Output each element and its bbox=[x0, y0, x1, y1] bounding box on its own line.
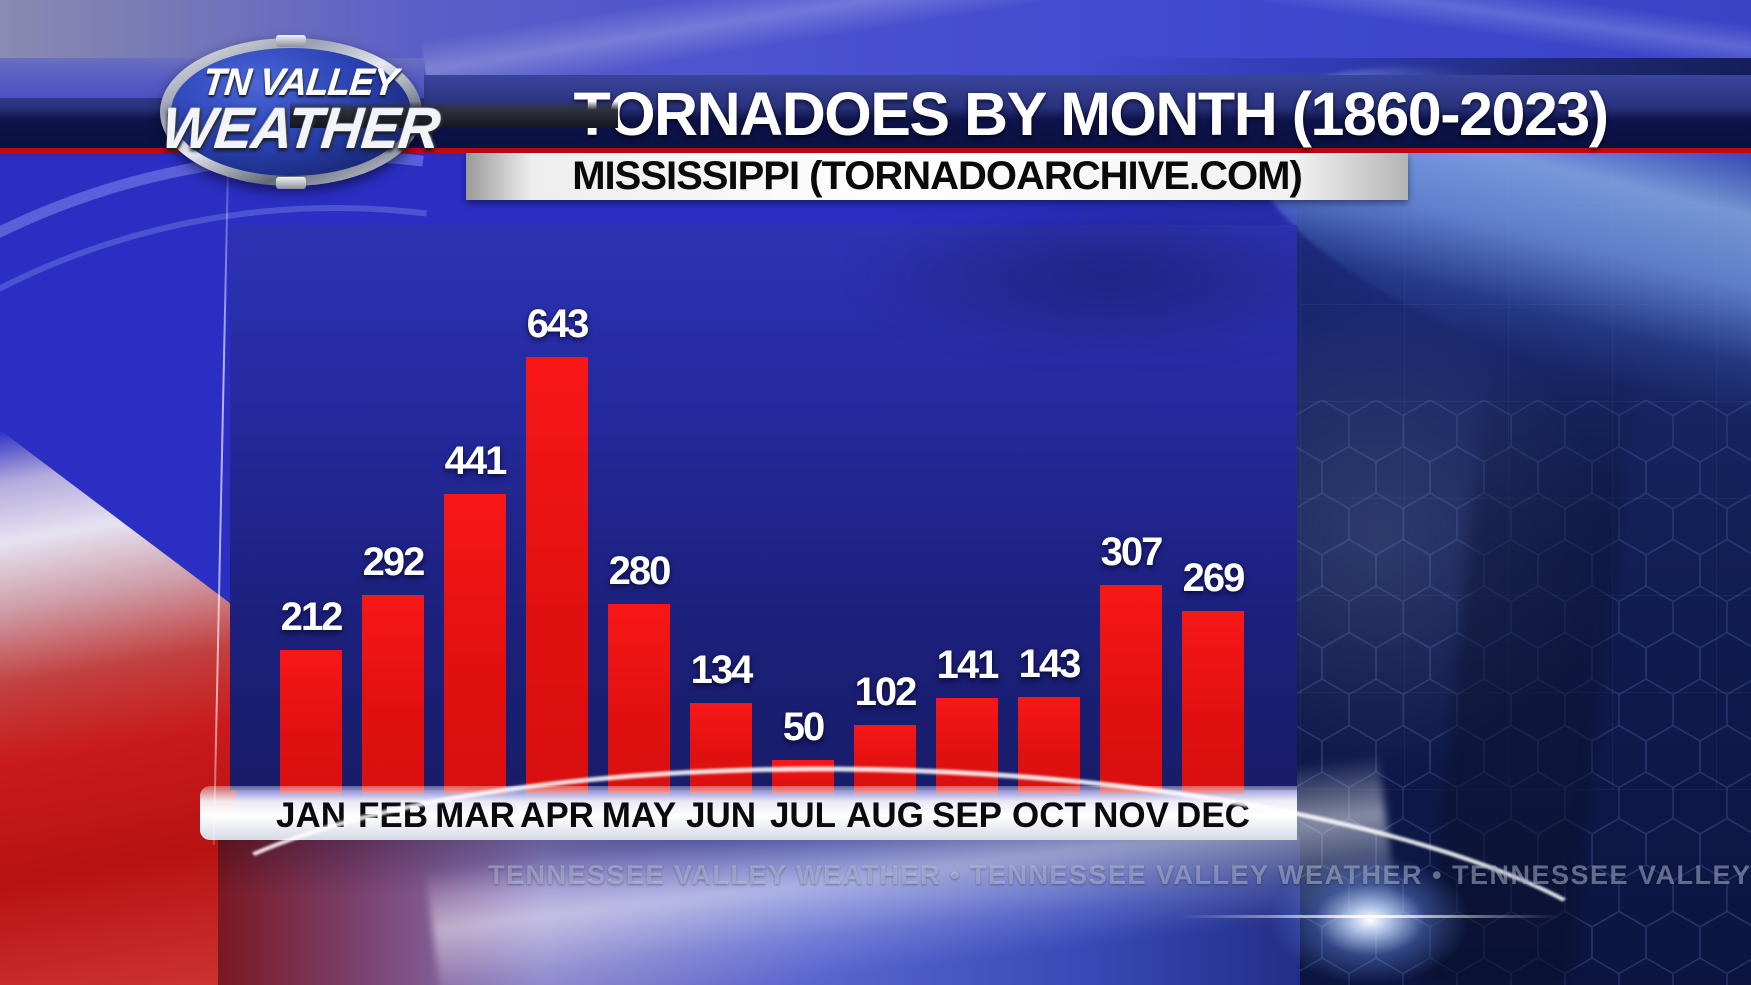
bar-value-label: 102 bbox=[854, 670, 918, 714]
bar-group-jun: 134 bbox=[690, 225, 753, 794]
panel-cloud bbox=[850, 195, 1370, 355]
bar-value-label: 307 bbox=[1100, 530, 1164, 574]
bar-group-dec: 269 bbox=[1182, 225, 1245, 794]
bar bbox=[1100, 585, 1162, 794]
bar-value-label: 141 bbox=[936, 643, 1000, 687]
month-label: AUG bbox=[846, 796, 924, 835]
bar-value-label: 143 bbox=[1018, 642, 1082, 686]
bar bbox=[526, 357, 588, 794]
bar bbox=[1182, 611, 1244, 794]
bar-value-label: 269 bbox=[1182, 556, 1246, 600]
month-label: FEB bbox=[358, 796, 428, 835]
month-label: OCT bbox=[1012, 796, 1086, 835]
bar bbox=[444, 494, 506, 794]
bar bbox=[280, 650, 342, 794]
bar bbox=[854, 725, 916, 794]
bar-value-label: 441 bbox=[444, 439, 508, 483]
logo-text-line2: WEATHER bbox=[158, 97, 443, 161]
bar-group-oct: 143 bbox=[1018, 225, 1081, 794]
logo-dark-bar bbox=[290, 102, 618, 128]
bar-group-sep: 141 bbox=[936, 225, 999, 794]
bar-value-label: 280 bbox=[608, 549, 672, 593]
month-label: JAN bbox=[275, 796, 347, 835]
subtitle-text: MISSISSIPPI (TORNADOARCHIVE.COM) bbox=[572, 154, 1303, 198]
bar-value-label: 50 bbox=[782, 705, 826, 749]
chart-panel: 212 292 441 643 280 134 50 102 141 143 307 269 bbox=[230, 195, 1370, 794]
month-label: APR bbox=[520, 796, 594, 835]
bar-value-label: 292 bbox=[362, 540, 426, 584]
bar bbox=[1018, 697, 1080, 794]
month-label: MAR bbox=[435, 796, 515, 835]
month-label: MAY bbox=[601, 796, 677, 835]
bar-group-aug: 102 bbox=[854, 225, 917, 794]
bar-value-label: 212 bbox=[280, 595, 344, 639]
month-label: DEC bbox=[1176, 796, 1250, 835]
month-label: NOV bbox=[1093, 796, 1169, 835]
bar-value-label: 643 bbox=[526, 302, 590, 346]
bar bbox=[690, 703, 752, 794]
bar-group-mar: 441 bbox=[444, 225, 507, 794]
bar bbox=[608, 604, 670, 794]
logo-top-tab bbox=[276, 35, 306, 47]
bar-group-jan: 212 bbox=[280, 225, 343, 794]
bar bbox=[936, 698, 998, 794]
lens-flare bbox=[1270, 855, 1470, 985]
bar bbox=[362, 595, 424, 794]
watermark-text: TENNESSEE VALLEY WEATHER • TENNESSEE VAL… bbox=[488, 860, 1751, 890]
bar-value-label: 134 bbox=[690, 648, 754, 692]
bars: 212 292 441 643 280 134 50 102 141 143 307 269 bbox=[230, 225, 1297, 794]
page-title: TORNADOES BY MONTH (1860-2023) bbox=[573, 79, 1609, 148]
subtitle-banner: MISSISSIPPI (TORNADOARCHIVE.COM) bbox=[466, 153, 1408, 200]
bar-group-apr: 643 bbox=[526, 225, 589, 794]
bar-group-nov: 307 bbox=[1100, 225, 1163, 794]
month-label: JUN bbox=[685, 796, 757, 835]
month-label: JUL bbox=[769, 796, 837, 835]
station-logo: TN VALLEY WEATHER bbox=[159, 35, 618, 189]
logo-bottom-tab bbox=[276, 177, 306, 189]
bar-group-feb: 292 bbox=[362, 225, 425, 794]
month-axis: JAN FEB MAR APR MAY JUN JUL AUG SEP OCT NOV DEC bbox=[200, 786, 1297, 840]
month-label: SEP bbox=[931, 796, 1003, 835]
bar-group-may: 280 bbox=[608, 225, 671, 794]
lens-flare-streak bbox=[1180, 915, 1560, 918]
banner-red-line bbox=[0, 148, 1751, 153]
